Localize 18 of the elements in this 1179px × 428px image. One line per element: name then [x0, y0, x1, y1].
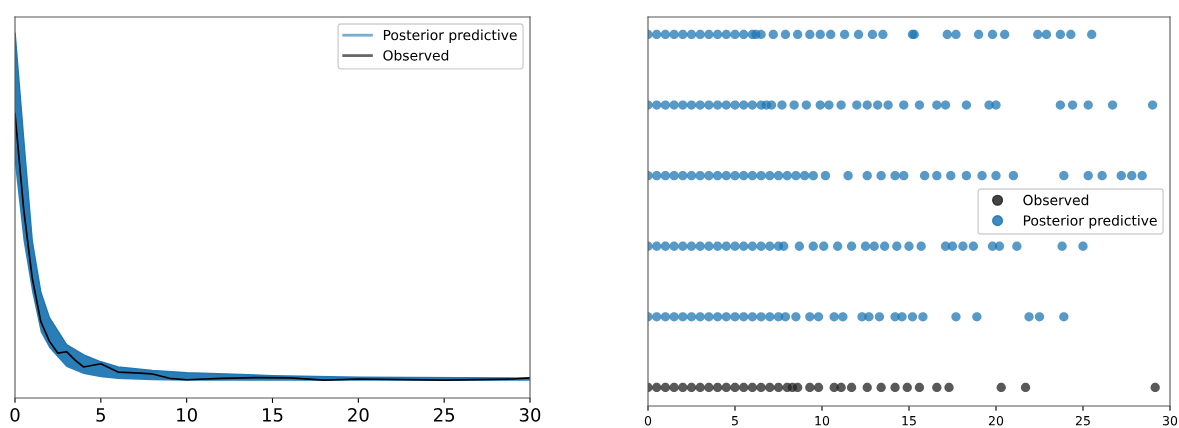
x-tick-label: 10: [815, 415, 830, 426]
x-tick-label: 0: [644, 415, 652, 426]
x-tick-label: 5: [731, 416, 738, 426]
x-tick-label: 15: [902, 416, 916, 426]
x-tick-label: 10: [177, 408, 197, 422]
x-tick-label: 20: [348, 408, 369, 422]
x-tick-label: 15: [263, 408, 283, 422]
legend-label: Observed: [1023, 194, 1089, 206]
x-tick-label: 30: [519, 408, 541, 422]
legend-label: Posterior predictive: [383, 29, 517, 43]
x-tick-label: 30: [1163, 415, 1178, 426]
x-tick-label: 0: [10, 408, 20, 422]
x-tick-label: 5: [96, 408, 105, 422]
x-tick-label: 25: [434, 408, 455, 422]
x-tick-label: 25: [1075, 415, 1090, 426]
x-tick-label: 20: [988, 415, 1004, 426]
legend-label: Posterior predictive: [1023, 214, 1157, 229]
legend-label: Observed: [383, 49, 449, 61]
